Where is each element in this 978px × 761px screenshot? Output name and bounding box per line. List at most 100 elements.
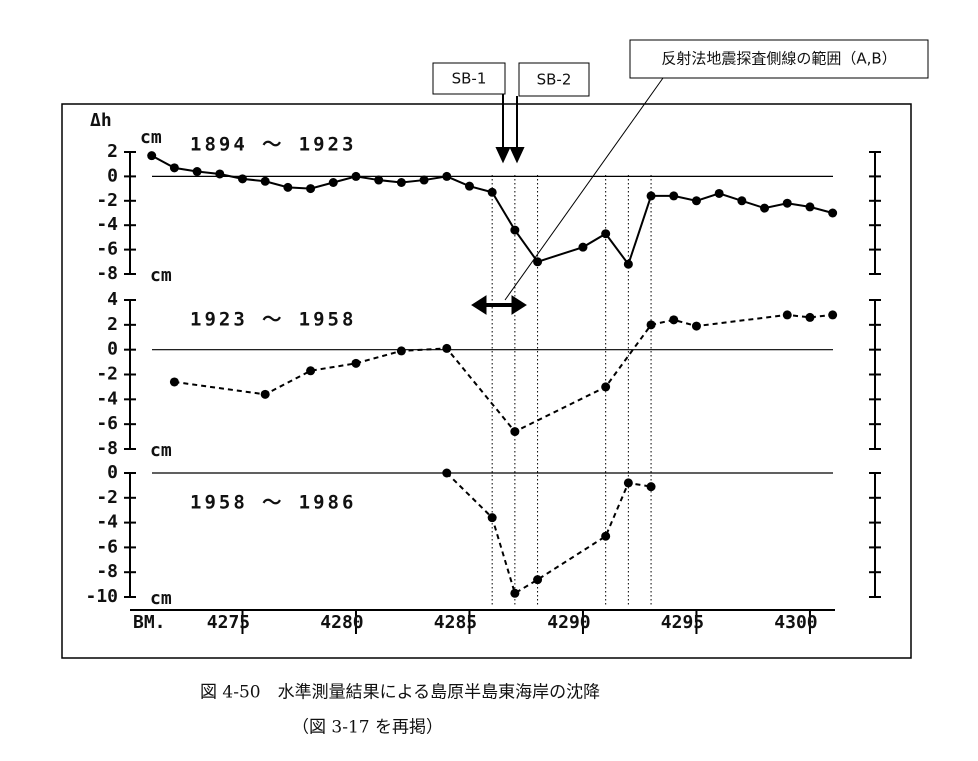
- data-point: [760, 203, 770, 213]
- y-tick-label: -8: [96, 263, 118, 284]
- data-point: [533, 575, 543, 585]
- data-point: [737, 196, 747, 206]
- data-point: [782, 310, 792, 320]
- y-tick-label: -2: [96, 364, 118, 385]
- y-tick-label: -10: [85, 586, 118, 607]
- data-point: [828, 208, 838, 218]
- data-point: [464, 181, 474, 191]
- x-tick-label: 4295: [661, 612, 704, 633]
- data-point: [782, 198, 792, 208]
- x-tick-label: 4275: [207, 612, 250, 633]
- sb1-box: [432, 62, 506, 95]
- data-point: [510, 588, 520, 598]
- x-axis-label: BM.: [133, 612, 166, 633]
- y-tick-label: -4: [96, 388, 118, 409]
- data-line: [446, 472, 652, 595]
- sb2-label: SB-2: [537, 71, 572, 89]
- sb2-box: [518, 62, 590, 97]
- frame: [61, 103, 912, 659]
- data-point: [442, 171, 452, 181]
- caption: 図 4-50 水準測量結果による島原半島東海岸の沈降: [200, 683, 600, 703]
- caption-note: （図 3-17 を再掲）: [292, 718, 443, 738]
- data-point: [828, 310, 838, 320]
- sb-arrows: [495, 94, 525, 164]
- y-tick-label: -6: [96, 536, 118, 557]
- range-leader: [504, 77, 664, 301]
- x-tick-label: 4300: [774, 612, 817, 633]
- data-point: [646, 191, 656, 201]
- data-point: [623, 259, 633, 269]
- x-tick-label: 4285: [434, 612, 477, 633]
- data-point: [510, 427, 520, 437]
- data-point: [306, 366, 316, 376]
- y-label: Δh: [90, 110, 112, 131]
- data-point: [215, 169, 225, 179]
- data-point: [396, 346, 406, 356]
- y-tick-label: -6: [96, 413, 118, 434]
- data-point: [169, 163, 179, 173]
- data-point: [351, 171, 361, 181]
- y-tick-label: -4: [96, 214, 118, 235]
- data-point: [714, 188, 724, 198]
- data-point: [419, 175, 429, 185]
- data-point: [578, 242, 588, 252]
- y-tick-label: 0: [107, 462, 118, 483]
- data-point: [328, 178, 338, 187]
- data-point: [442, 468, 452, 478]
- unit-label: cm: [150, 588, 172, 609]
- data-point: [646, 320, 656, 330]
- range-arrow: [471, 295, 527, 315]
- y-tick-label: -2: [96, 487, 118, 508]
- data-point: [805, 312, 815, 322]
- data-line: [174, 313, 833, 433]
- data-point: [147, 151, 157, 161]
- y-tick-label: 4: [107, 289, 118, 310]
- data-point: [374, 175, 384, 185]
- data-point: [669, 191, 679, 201]
- y-tick-label: 0: [107, 165, 118, 186]
- period-label: 1958 ～ 1986: [190, 492, 356, 514]
- data-point: [601, 382, 611, 392]
- data-point: [237, 174, 247, 184]
- data-point: [669, 315, 679, 325]
- y-tick-label: -6: [96, 239, 118, 260]
- data-point: [691, 321, 701, 331]
- period-label: 1923 ～ 1958: [190, 309, 356, 331]
- data-point: [691, 196, 701, 206]
- data-point: [805, 202, 815, 212]
- y-tick-label: -2: [96, 190, 118, 211]
- data-point: [396, 178, 406, 187]
- data-point: [623, 478, 633, 488]
- range-box: [629, 39, 929, 79]
- data-point: [260, 176, 270, 186]
- y-tick-label: -8: [96, 561, 118, 582]
- data-point: [442, 343, 452, 353]
- data-point: [283, 182, 293, 192]
- period-label: 1894 ～ 1923: [190, 134, 356, 156]
- range-label: 反射法地震探査側線の範囲（A,B）: [661, 50, 896, 68]
- y-tick-label: 0: [107, 339, 118, 360]
- data-point: [169, 377, 179, 387]
- data-point: [646, 482, 656, 492]
- data-point: [487, 187, 497, 197]
- y-tick-label: 2: [107, 314, 118, 335]
- unit-label: cm: [140, 127, 162, 148]
- data-point: [192, 167, 202, 177]
- data-point: [533, 257, 543, 267]
- unit-label: cm: [150, 265, 172, 286]
- data-point: [351, 358, 361, 368]
- unit-label: cm: [150, 440, 172, 461]
- data-point: [601, 531, 611, 541]
- sb1-label: SB-1: [452, 70, 487, 88]
- data-point: [306, 184, 316, 194]
- data-point: [510, 225, 520, 235]
- data-point: [601, 229, 611, 239]
- x-tick-label: 4290: [547, 612, 590, 633]
- y-tick-label: -4: [96, 512, 118, 533]
- y-tick-label: -8: [96, 438, 118, 459]
- x-tick-label: 4280: [320, 612, 363, 633]
- data-point: [487, 513, 497, 523]
- data-point: [260, 389, 270, 399]
- y-tick-label: 2: [107, 141, 118, 162]
